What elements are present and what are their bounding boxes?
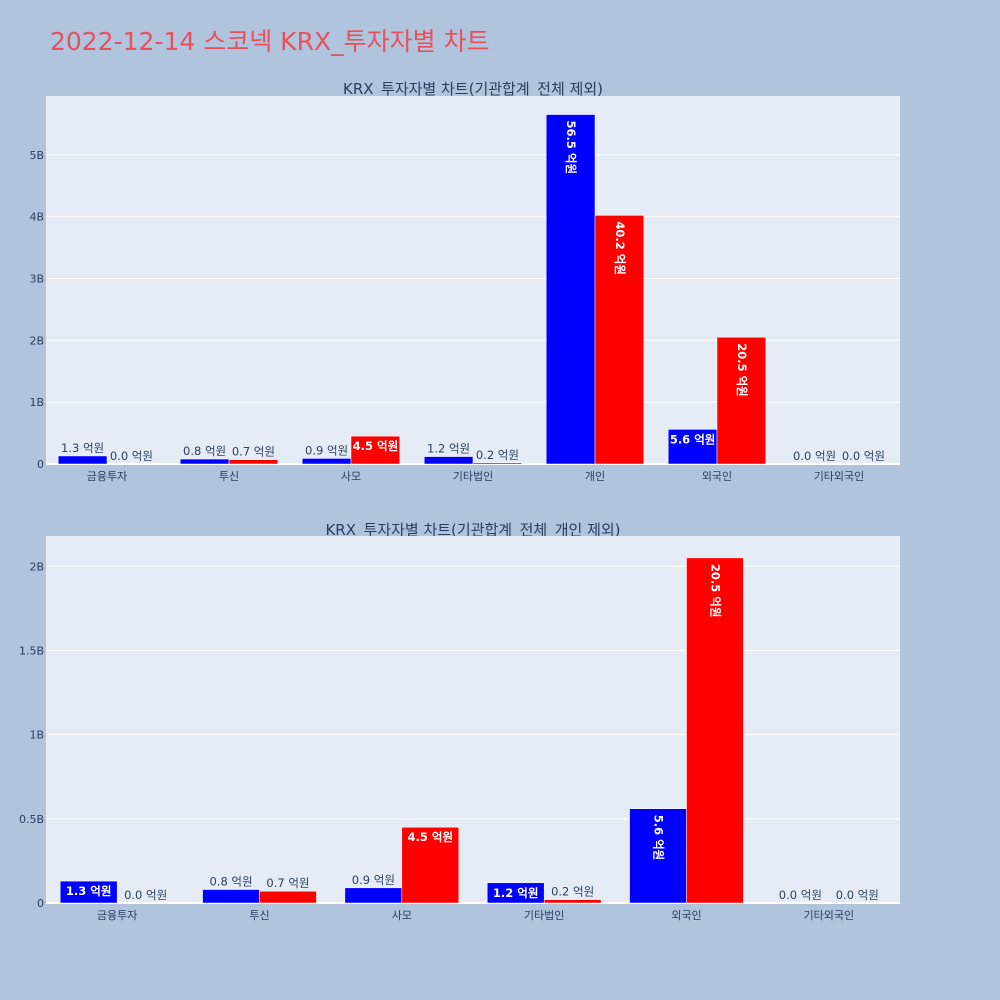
x-tick-label: 기타외국인 — [804, 909, 855, 922]
x-tick-label: 금융투자 — [97, 909, 137, 922]
bar-data-label: 4.5 억원 — [353, 439, 399, 453]
bar-data-label: 0.8 억원 — [209, 875, 252, 889]
bar — [667, 429, 718, 465]
bar-data-label: 0.0 억원 — [836, 888, 879, 902]
bar-data-label: 0.0 억원 — [110, 449, 153, 463]
bar — [59, 880, 118, 904]
y-tick-label: 5B — [29, 149, 44, 162]
bar — [472, 462, 523, 465]
x-tick-label: 기타법인 — [524, 909, 564, 922]
x-tick-label: 외국인 — [671, 909, 701, 922]
bar-data-label: 20.5 억원 — [708, 564, 722, 618]
bar — [423, 456, 474, 465]
bar — [57, 455, 108, 465]
bar-data-label: 0.9 억원 — [352, 873, 395, 887]
y-tick-label: 1.5B — [19, 644, 44, 657]
x-tick-label: 기타외국인 — [814, 470, 865, 483]
bar — [686, 557, 744, 904]
bar-data-label: 20.5 억원 — [735, 343, 749, 397]
y-tick-label: 0 — [37, 897, 44, 910]
bar-data-label: 1.2 억원 — [493, 886, 539, 900]
bar-data-label: 0.7 억원 — [232, 445, 275, 459]
y-tick-label: 0.5B — [19, 813, 44, 826]
x-tick-label: 금융투자 — [87, 470, 127, 483]
bar — [202, 889, 260, 904]
bar-data-label: 0.0 억원 — [842, 449, 885, 463]
bar-data-label: 56.5 억원 — [564, 121, 578, 175]
bar-data-label: 4.5 억원 — [408, 830, 454, 844]
x-tick-label: 사모 — [341, 470, 361, 483]
x-tick-label: 개인 — [585, 470, 605, 483]
bar — [228, 459, 279, 465]
y-tick-label: 1B — [29, 729, 44, 742]
y-tick-label: 0 — [37, 458, 44, 471]
chart-investor-excl-individual: KRX_투자자별 차트(기관합계_전체_개인 제외) 0 0.5B 1B 1.5B 2B 금… — [19, 521, 900, 922]
y-tick-label: 2B — [29, 560, 44, 573]
bar — [350, 435, 401, 465]
x-tick-label: 기타법인 — [453, 470, 493, 483]
bar-data-label: 5.6 억원 — [652, 815, 666, 861]
bar-data-label: 0.0 억원 — [124, 888, 167, 902]
bar-data-label: 1.2 억원 — [427, 442, 470, 456]
y-tick-label: 2B — [29, 334, 44, 347]
bar — [486, 882, 545, 904]
bar-data-label: 5.6 억원 — [670, 432, 716, 446]
bar — [716, 336, 767, 465]
bar-data-label: 40.2 억원 — [613, 221, 627, 275]
plot-area — [46, 536, 900, 903]
bar-data-label: 0.0 억원 — [793, 449, 836, 463]
bar — [401, 826, 460, 904]
chart-title: KRX_투자자별 차트(기관합계_전체_개인 제외) — [325, 521, 620, 540]
plot-area — [46, 96, 900, 464]
bar-data-label: 1.3 억원 — [61, 441, 104, 455]
y-tick-label: 4B — [29, 211, 44, 224]
x-tick-label: 투신 — [249, 909, 269, 922]
x-tick-label: 사모 — [392, 909, 412, 922]
bar-data-label: 0.9 억원 — [305, 443, 348, 457]
bar — [344, 887, 403, 904]
bar — [629, 808, 687, 904]
page-title: 2022-12-14 스코넥 KRX_투자자별 차트 — [50, 27, 490, 56]
x-tick-label: 투신 — [219, 470, 239, 483]
bar-data-label: 0.0 억원 — [779, 888, 822, 902]
x-tick-label: 외국인 — [702, 470, 732, 483]
bar-data-label: 0.8 억원 — [183, 444, 226, 458]
bar-data-label: 0.2 억원 — [551, 885, 594, 899]
bar — [179, 458, 230, 465]
bar-data-label: 0.2 억원 — [476, 448, 519, 462]
bar-data-label: 0.7 억원 — [266, 876, 309, 890]
bar — [301, 458, 352, 465]
bar — [545, 114, 596, 465]
bar — [594, 215, 645, 465]
bar — [259, 890, 317, 904]
bar-data-label: 1.3 억원 — [66, 884, 112, 898]
y-tick-label: 1B — [29, 396, 44, 409]
y-tick-label: 3B — [29, 272, 44, 285]
bar — [543, 899, 602, 904]
chart-title: KRX_투자자별 차트(기관합계_전체 제외) — [343, 80, 603, 99]
chart-investor-all: KRX_투자자별 차트(기관합계_전체 제외) 0 1B 2B 3B 4B 5B 금융투자 1.… — [29, 80, 900, 483]
